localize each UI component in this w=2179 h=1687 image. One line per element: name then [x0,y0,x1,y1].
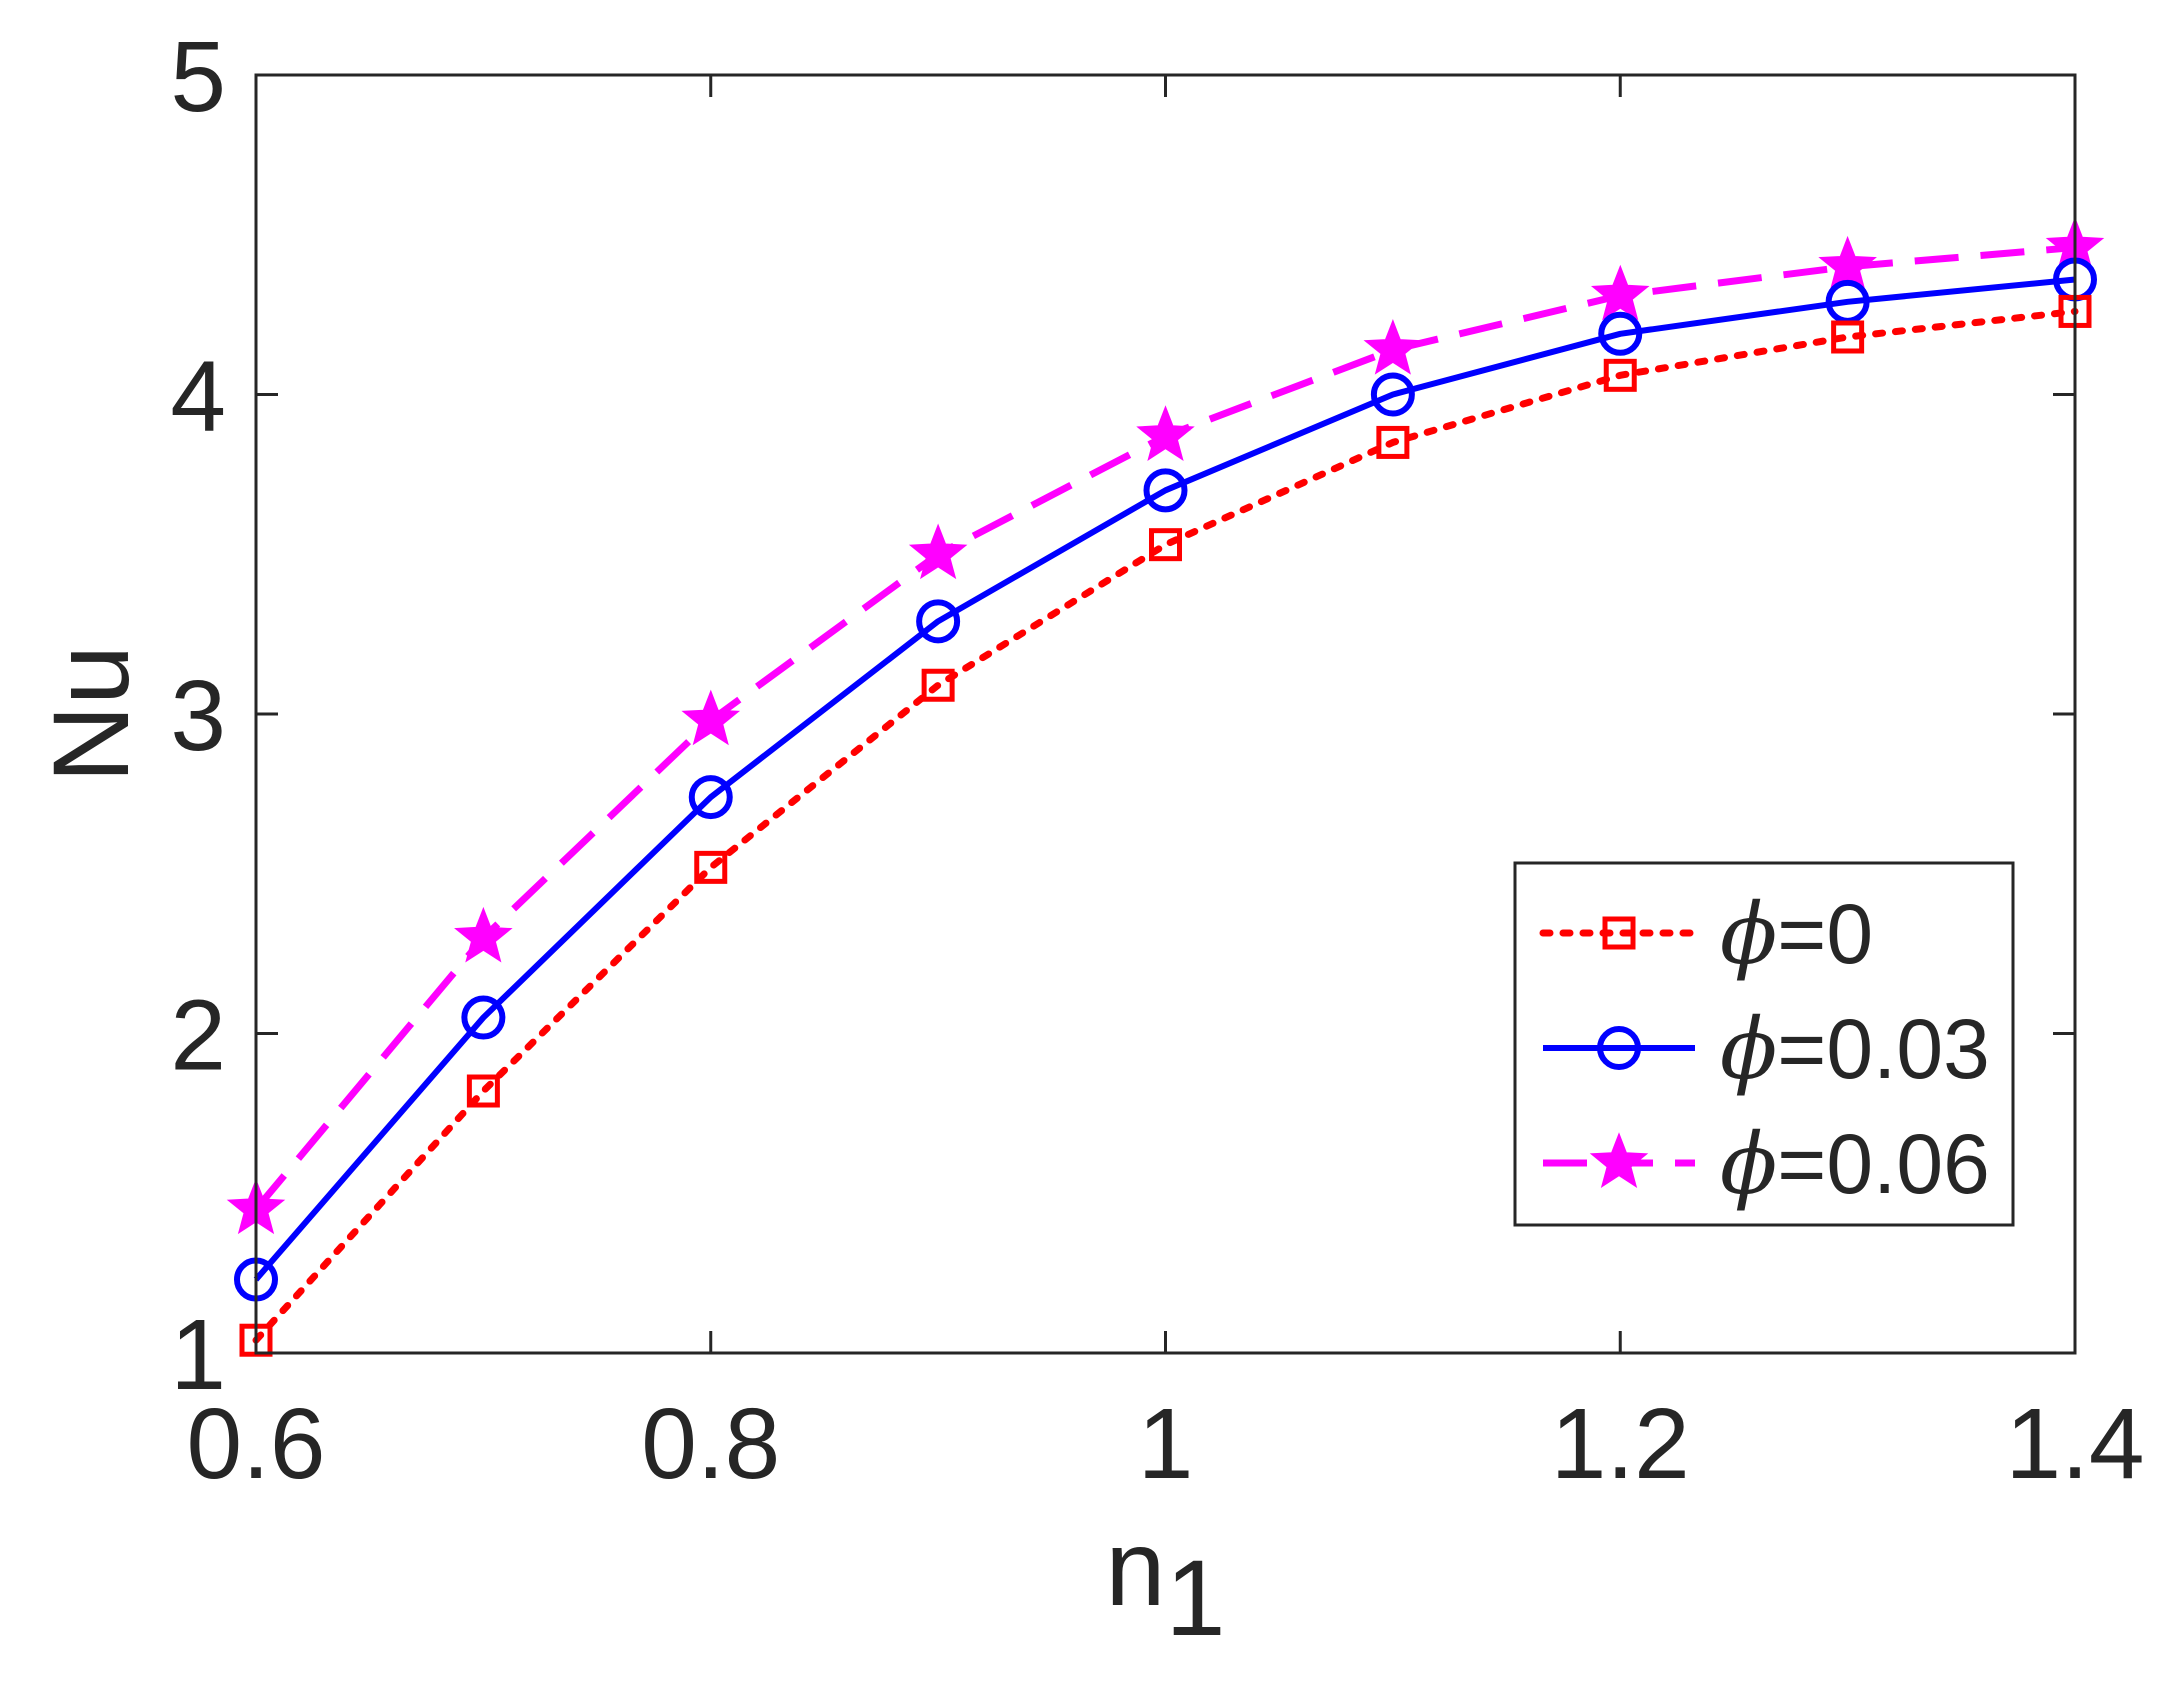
y-axis-label: Nu [30,645,151,783]
data-point-0-2[interactable] [694,850,728,884]
legend-marker-1[interactable] [1597,1026,1641,1070]
legend[interactable]: ϕ=0 ϕ=0.03 ϕ=0.06 [1513,861,2015,1227]
data-point-1-1[interactable] [461,995,506,1040]
data-point-2-6[interactable] [1590,264,1650,321]
x-tick-label: 0.8 [641,1388,780,1500]
data-point-2-4[interactable] [1136,405,1195,461]
y-tick-label: 3 [170,660,226,772]
data-point-0-4[interactable] [1149,528,1182,562]
x-tick-label: 1.2 [1551,1388,1690,1500]
data-point-0-1[interactable] [466,1074,500,1108]
y-tick-label: 1 [170,1299,226,1411]
legend-items: ϕ=0 ϕ=0.03 ϕ=0.06 [1539,885,1990,1213]
data-point-0-5[interactable] [1376,425,1410,459]
y-tick-label: 2 [170,980,226,1092]
data-point-1-5[interactable] [1370,372,1415,417]
tick-labels: 0.6 0.8 1 1.2 1.4 1 2 3 4 5 [170,21,2144,1500]
legend-label-2: ϕ=0.06 [1720,1115,1990,1213]
x-tick-label: 1 [1138,1388,1194,1500]
y-tick-label: 4 [170,341,226,453]
data-point-2-1[interactable] [454,906,513,963]
data-point-2-5[interactable] [1363,319,1423,375]
legend-label-0: ϕ=0 [1720,885,1873,983]
legend-item-0[interactable]: ϕ=0 [1539,885,1873,983]
data-point-1-2[interactable] [688,775,733,820]
data-point-0-6[interactable] [1603,358,1637,392]
data-point-2-7[interactable] [1818,235,1877,292]
x-axis-label: n1 [1105,1507,1225,1658]
legend-marker-0[interactable] [1602,916,1636,950]
data-point-1-4[interactable] [1143,468,1188,513]
data-point-1-3[interactable] [916,599,961,644]
series-1 [234,257,2097,1302]
data-point-0-7[interactable] [1831,320,1865,354]
plot-frame [254,73,2077,1355]
data-point-2-3[interactable] [908,523,968,580]
series-line-1[interactable] [253,276,2076,1282]
legend-label-1: ϕ=0.03 [1720,1000,1990,1098]
data-point-0-3[interactable] [921,668,955,702]
data-point-2-2[interactable] [681,689,741,746]
legend-item-2[interactable]: ϕ=0.06 [1543,1115,1990,1213]
y-tick-label: 5 [170,21,226,133]
legend-marker-2[interactable] [1589,1132,1649,1188]
series-line-0[interactable] [252,307,2079,1344]
x-tick-label: 1.4 [2005,1388,2144,1500]
legend-item-1[interactable]: ϕ=0.03 [1543,1000,1990,1098]
x-tick-label: 0.6 [186,1388,325,1500]
data-point-1-6[interactable] [1598,311,1643,356]
